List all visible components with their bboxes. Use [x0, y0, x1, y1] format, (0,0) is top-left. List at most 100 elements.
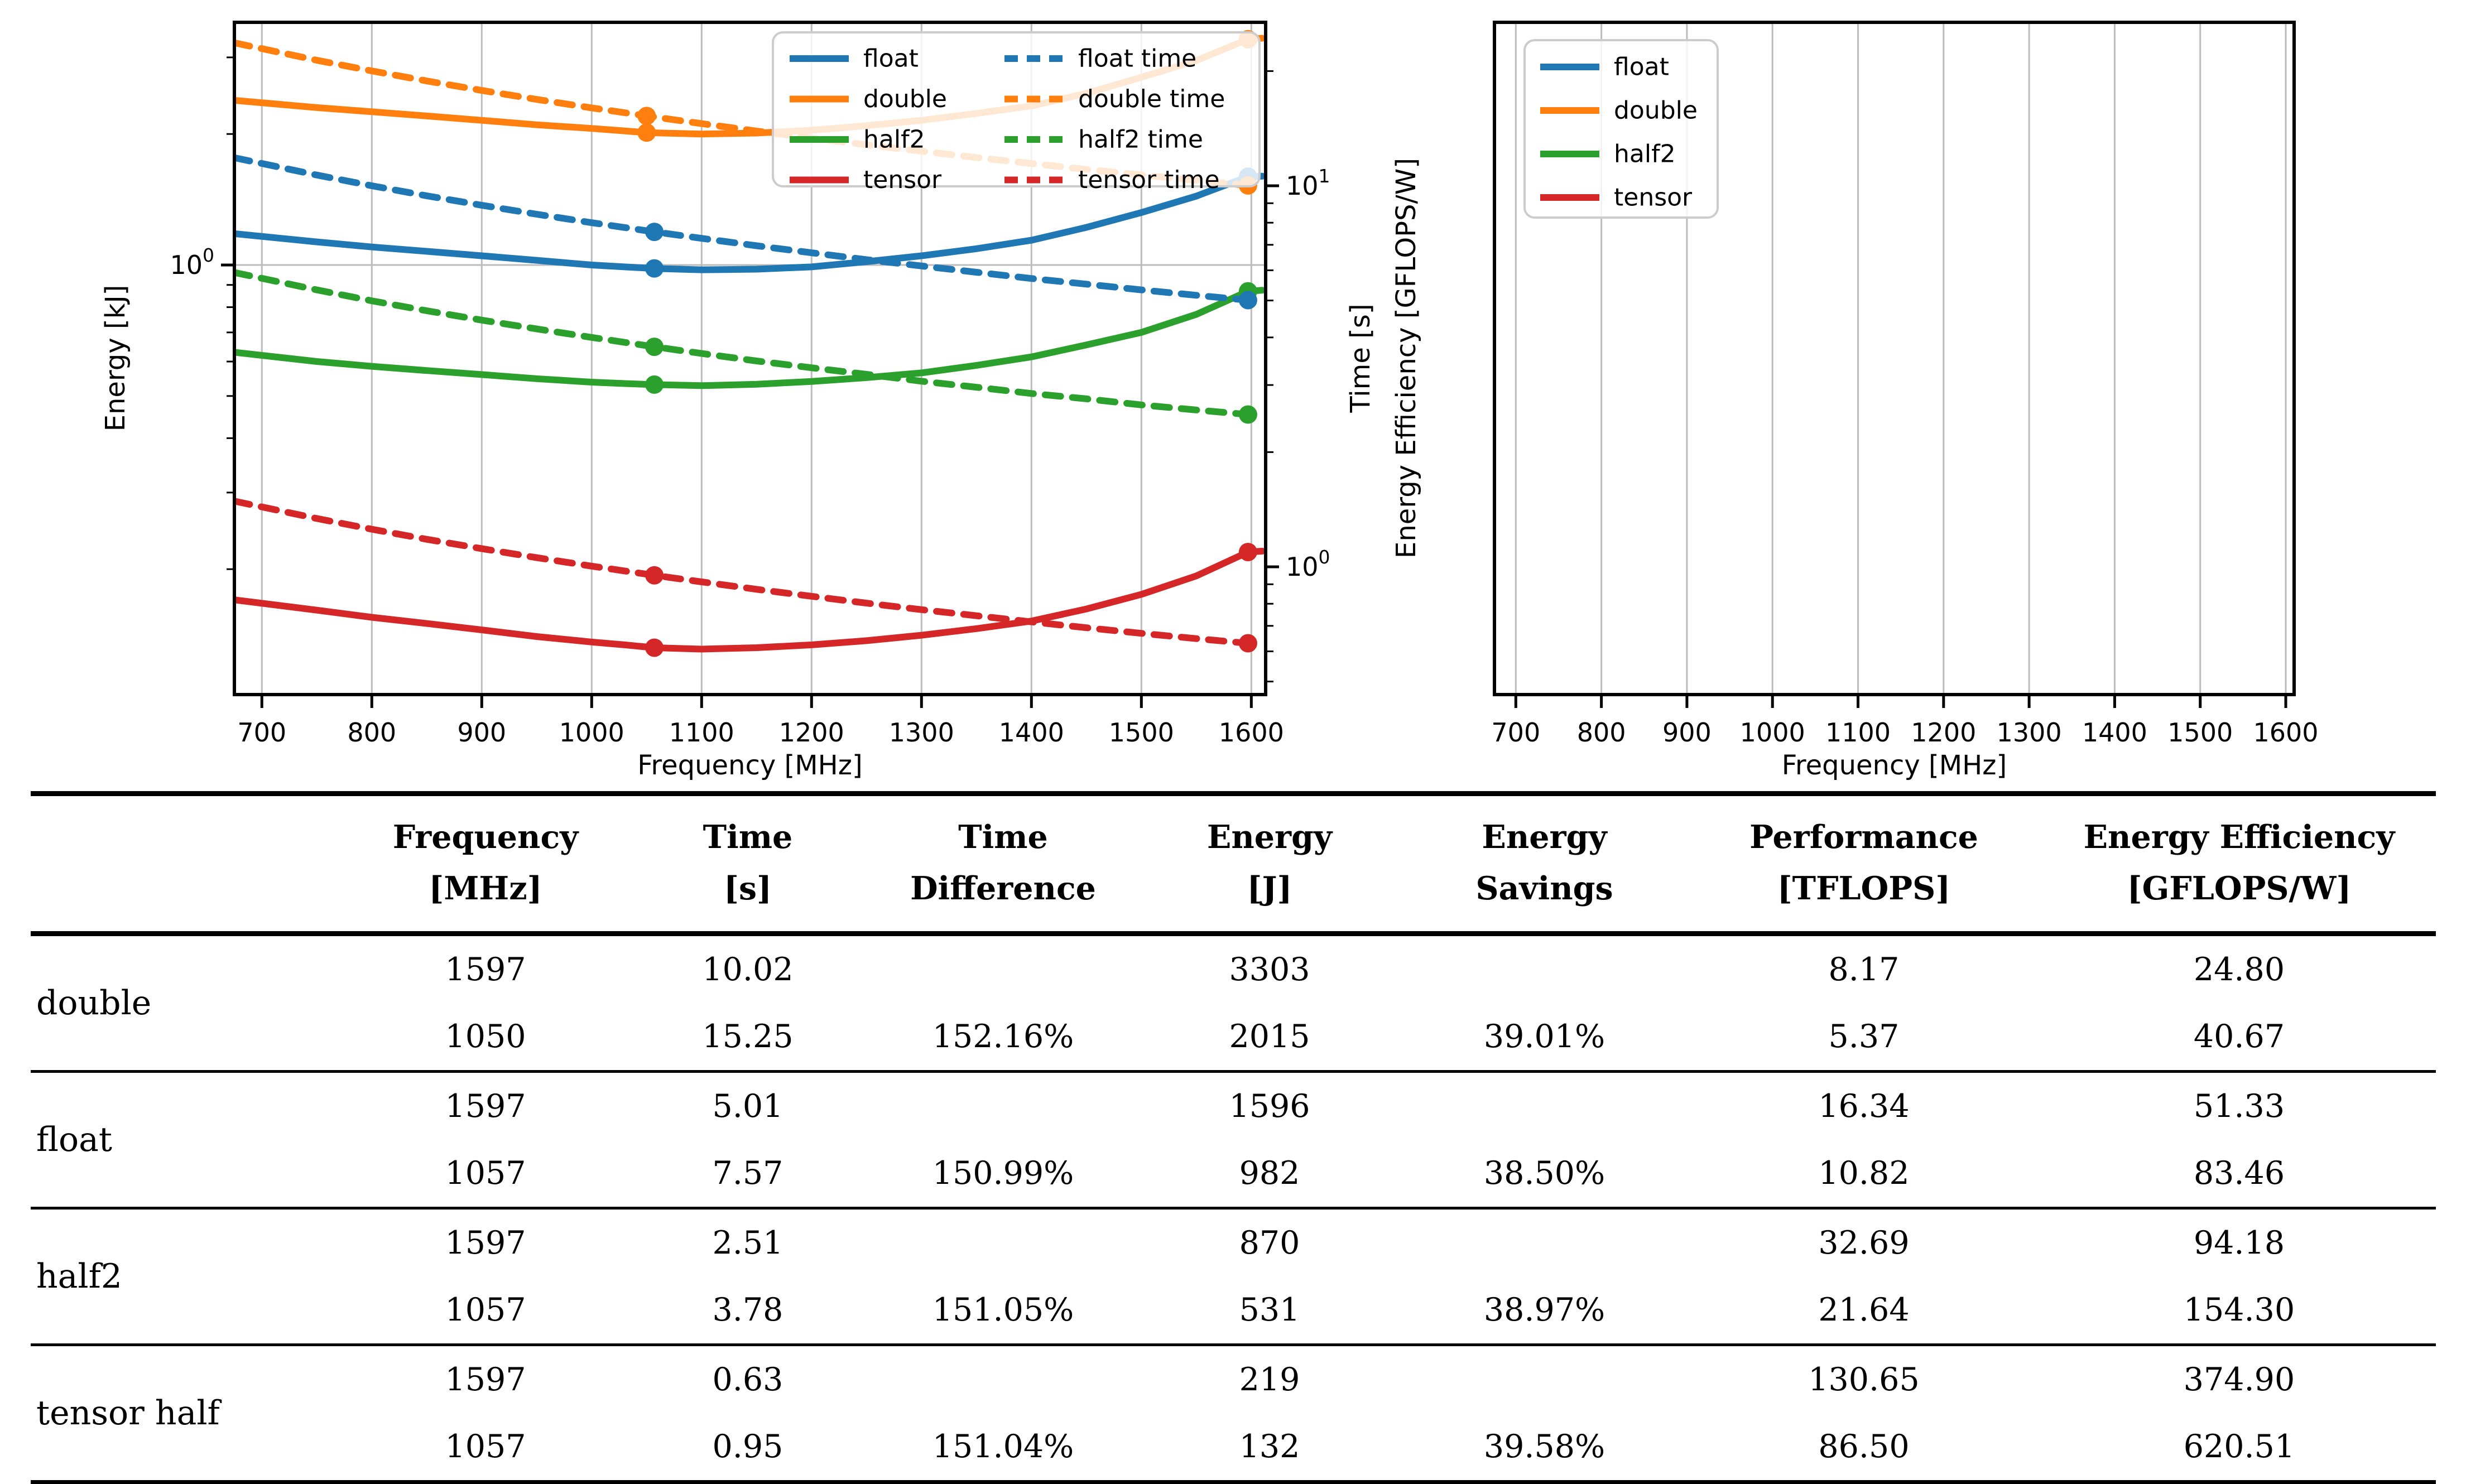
- header-line: Time: [958, 818, 1048, 856]
- header-line: Performance: [1749, 818, 1978, 856]
- header-line: Time: [703, 818, 793, 856]
- series-float-time: [234, 154, 1266, 305]
- marker-double: [637, 123, 656, 142]
- header-spacer: [31, 812, 346, 914]
- marker-float-time: [1238, 291, 1257, 310]
- legend-label: half2: [1614, 140, 1676, 168]
- marker-half2: [645, 375, 664, 394]
- marker-tensor: [645, 638, 664, 657]
- cell: 32.69: [1818, 1225, 1910, 1261]
- cell: 154.30: [2183, 1292, 2295, 1328]
- series-tensor-time: [234, 498, 1266, 648]
- legend-label: tensor: [1614, 184, 1693, 212]
- cell: 151.05%: [932, 1292, 1074, 1328]
- y-axis-label-efficiency: Energy Efficiency [GFLOPS/W]: [1391, 158, 1422, 558]
- marker-half2-time: [645, 338, 664, 356]
- x-tick-label: 700: [237, 717, 286, 748]
- cell: 374.90: [2183, 1361, 2295, 1398]
- row-group-double: double 1597 10.02 3303 8.17 24.80 1050 15.25 152…: [31, 936, 2436, 1070]
- row-group-half2: half2 1597 2.51 870 32.69 94.18 1057 3.78 151.05…: [31, 1210, 2436, 1343]
- series-half2-time: [234, 269, 1266, 420]
- marker-tensor-time: [1238, 634, 1257, 653]
- cell: 40.67: [2193, 1018, 2285, 1055]
- header-line: Difference: [910, 870, 1096, 907]
- cell: 151.04%: [932, 1428, 1074, 1465]
- cell: 3303: [1229, 951, 1310, 988]
- cell: 130.65: [1808, 1361, 1920, 1398]
- cell: 38.50%: [1483, 1155, 1605, 1192]
- header-line: Frequency: [392, 818, 579, 856]
- legend-label: half2 time: [1078, 126, 1203, 154]
- cell: 0.95: [712, 1428, 783, 1465]
- x-tick-label: 1300: [889, 717, 954, 748]
- row-group-tensor-half: tensor half 1597 0.63 219 130.65 374.90 1057 0.…: [31, 1346, 2436, 1480]
- header-line: Energy: [1482, 818, 1607, 856]
- cell: 21.64: [1818, 1292, 1910, 1328]
- header-cell-time: Time Difference: [871, 812, 1136, 914]
- cell: 1057: [445, 1292, 526, 1328]
- marker-float-time: [645, 223, 664, 242]
- x-tick-label: 1000: [1740, 717, 1805, 748]
- x-tick-label: 900: [457, 717, 506, 748]
- table-group-rule: [31, 1343, 2436, 1346]
- cell: 3.78: [712, 1292, 783, 1328]
- header-line: [GFLOPS/W]: [2127, 870, 2352, 907]
- cell: 1597: [445, 951, 526, 988]
- plot-frame: [1493, 21, 2296, 696]
- x-tick-label: 900: [1662, 717, 1712, 748]
- x-tick-label: 1000: [559, 717, 624, 748]
- header-cell-energy-efficiency: Energy Efficiency [GFLOPS/W]: [2042, 812, 2436, 914]
- table-bottom-rule: [31, 1480, 2436, 1484]
- table-group-rule: [31, 1207, 2436, 1210]
- cell: 7.57: [712, 1155, 783, 1192]
- cell: 39.58%: [1483, 1428, 1605, 1465]
- marker-half2-time: [1238, 405, 1257, 424]
- marker-tensor: [1238, 542, 1257, 561]
- marker-double-time: [637, 107, 656, 126]
- table-header-rule: [31, 931, 2436, 936]
- x-tick-label: 1400: [999, 717, 1064, 748]
- row-label: half2: [36, 1257, 122, 1296]
- left-chart: 700 800 900 1000 1100 1200 1300 1400 1500 1600 100…: [100, 21, 1376, 781]
- x-tick-label: 700: [1491, 717, 1540, 748]
- legend-label: float time: [1078, 45, 1196, 73]
- legend-label: tensor: [863, 166, 942, 194]
- legend-label: tensor time: [1078, 166, 1220, 194]
- x-tick-label: 1400: [2082, 717, 2147, 748]
- series-half2: [234, 287, 1266, 389]
- y-axis-label-time: Time [s]: [1345, 303, 1376, 413]
- cell: 2.51: [712, 1225, 783, 1261]
- x-tick-label: 1200: [779, 717, 844, 748]
- x-axis-label: Frequency [MHz]: [1782, 750, 2007, 781]
- row-group-float: float 1597 5.01 1596 16.34 51.33 1057 7.57 150.9…: [31, 1073, 2436, 1207]
- header-line: [s]: [723, 870, 772, 907]
- table-group-rule: [31, 1070, 2436, 1073]
- header-line: Energy Efficiency: [2083, 818, 2395, 856]
- x-tick-label: 800: [347, 717, 396, 748]
- header-line: Savings: [1475, 870, 1613, 907]
- legend-label: double time: [1078, 85, 1225, 113]
- cell: 38.97%: [1483, 1292, 1605, 1328]
- row-label: double: [36, 984, 152, 1023]
- series-tensor: [234, 547, 1266, 653]
- header-cell-energy: Energy [J]: [1136, 812, 1403, 914]
- cell: 531: [1239, 1292, 1300, 1328]
- cell: 1597: [445, 1088, 526, 1125]
- tick-label: 100: [170, 244, 214, 281]
- legend-box: [772, 31, 1261, 187]
- cell: 150.99%: [932, 1155, 1074, 1192]
- x-tick-label: 1500: [1109, 717, 1174, 748]
- marker-tensor-time: [645, 566, 664, 585]
- cell: 1597: [445, 1361, 526, 1398]
- row-label: float: [36, 1120, 113, 1159]
- plot-frame: [233, 21, 1267, 696]
- cell: 870: [1239, 1225, 1300, 1261]
- tick-label: 101: [1286, 165, 1330, 201]
- header-line: [MHz]: [429, 870, 542, 907]
- cell: 83.46: [2193, 1155, 2285, 1192]
- cell: 152.16%: [932, 1018, 1074, 1055]
- legend-label: double: [863, 85, 947, 113]
- x-axis-label: Frequency [MHz]: [637, 750, 862, 781]
- legend-label: float: [1614, 53, 1669, 81]
- header-cell-performance: Performance [TFLOPS]: [1685, 812, 2042, 914]
